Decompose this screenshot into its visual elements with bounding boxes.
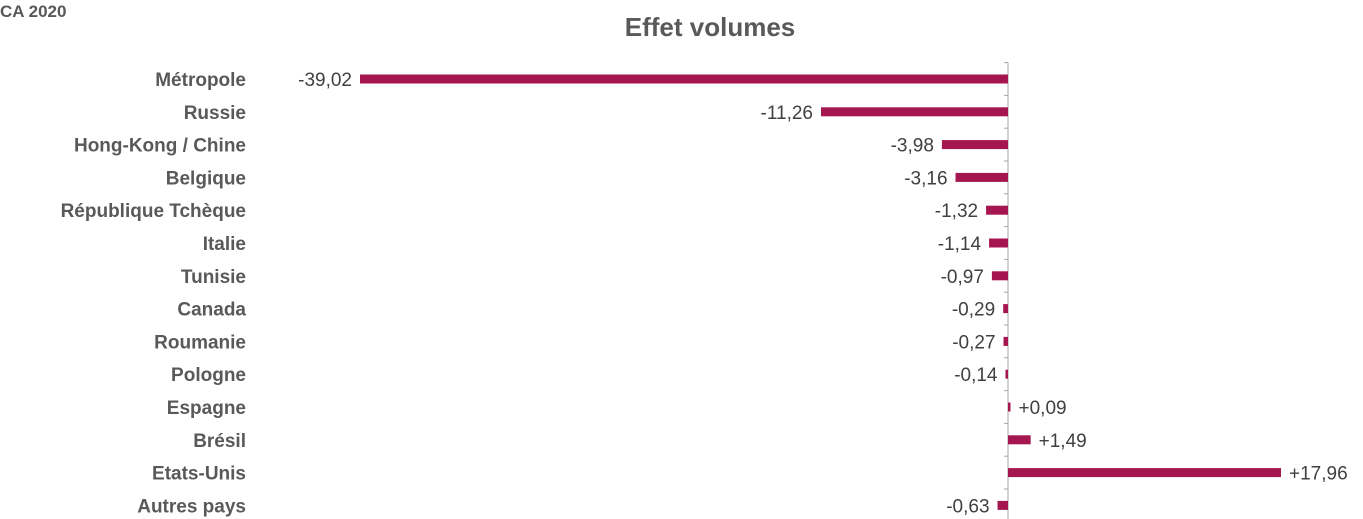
chart-title: Effet volumes [624, 12, 796, 42]
bar [1008, 435, 1031, 445]
corner-label: CA 2020 [0, 2, 67, 21]
category-label: Autres pays [137, 496, 246, 517]
data-label: -0,14 [954, 365, 998, 386]
category-label: Brésil [193, 431, 246, 452]
category-label: Pologne [171, 365, 246, 386]
data-label: -0,29 [952, 300, 995, 321]
bar [941, 140, 1008, 150]
data-label: -3,16 [904, 168, 947, 189]
category-label: Etats-Unis [152, 464, 246, 485]
bar [991, 271, 1008, 281]
bar [821, 107, 1008, 117]
data-label: -1,14 [938, 234, 982, 255]
data-label: -1,32 [935, 201, 978, 222]
category-label: Italie [203, 234, 246, 255]
category-label: Russie [184, 103, 246, 124]
bar [997, 500, 1008, 510]
category-label: Espagne [167, 398, 246, 419]
data-label: +1,49 [1039, 431, 1087, 452]
category-label: Hong-Kong / Chine [74, 136, 246, 157]
data-label: +0,09 [1019, 398, 1067, 419]
bar [986, 205, 1008, 215]
data-label: -3,98 [891, 136, 934, 157]
data-label: -0,27 [952, 332, 995, 353]
bar [360, 74, 1008, 84]
category-label: Belgique [166, 168, 246, 189]
bar [989, 238, 1008, 248]
category-label: République Tchèque [61, 201, 246, 222]
bar [955, 172, 1008, 182]
bar [1003, 304, 1008, 314]
data-label: -39,02 [298, 70, 352, 91]
data-label: -11,26 [761, 103, 813, 124]
category-label: Métropole [155, 70, 246, 91]
bar [1008, 402, 1011, 412]
category-label: Roumanie [154, 332, 246, 353]
data-label: +17,96 [1289, 464, 1348, 485]
category-label: Canada [177, 300, 246, 321]
data-label: -0,97 [941, 267, 984, 288]
data-label: -0,63 [946, 496, 989, 517]
category-label: Tunisie [181, 267, 246, 288]
bar [1003, 336, 1008, 346]
bar [1008, 468, 1281, 478]
bar [1005, 369, 1008, 379]
